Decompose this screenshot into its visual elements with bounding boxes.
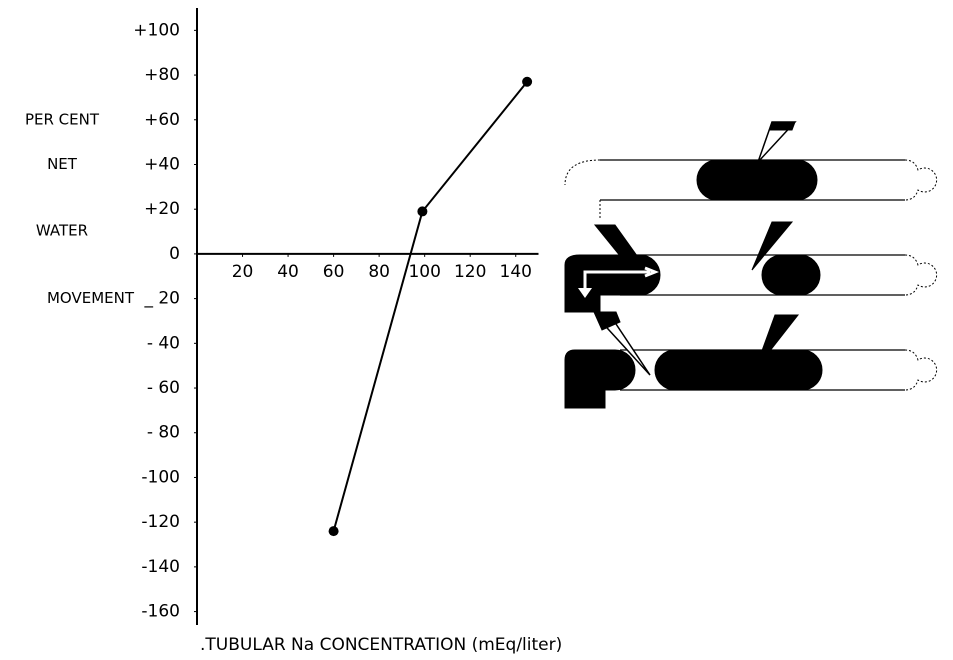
tube-droplet [655, 350, 822, 390]
chart: .TUBULAR Na CONCENTRATION (mEq/liter) +1… [0, 0, 953, 660]
tube-end [905, 160, 937, 200]
x-tick-label: 120 [454, 262, 486, 282]
x-tick-label: 100 [408, 262, 440, 282]
y-tick-label: - 60 [147, 378, 180, 398]
x-axis-label: .TUBULAR Na CONCENTRATION (mEq/liter) [200, 635, 562, 655]
x-tick-label: 140 [500, 262, 532, 282]
y-tick-label: - 40 [147, 333, 180, 353]
y-axis-label: PER CENT [25, 110, 100, 128]
y-tick-label: +40 [144, 154, 180, 174]
y-tick-label: +20 [144, 199, 180, 219]
y-tick-label: +80 [144, 65, 180, 85]
tube-droplet [565, 255, 660, 312]
tube-droplet [697, 160, 817, 200]
x-tick-label: 80 [368, 262, 390, 282]
tube-droplet [762, 255, 820, 295]
tube-dashed [565, 160, 600, 220]
x-tick-label: 60 [323, 262, 345, 282]
y-tick-label: -140 [141, 557, 180, 577]
y-tick-label: -160 [141, 602, 180, 622]
y-axis-label: MOVEMENT [47, 289, 135, 307]
data-point [329, 526, 339, 536]
data-point [417, 206, 427, 216]
y-tick-label: - 80 [147, 423, 180, 443]
y-axis-label: WATER [36, 222, 88, 240]
y-tick-label: -100 [141, 467, 180, 487]
data-line [334, 82, 528, 531]
tube-droplet [565, 350, 635, 408]
y-tick-label: +100 [133, 20, 180, 40]
y-tick-label: 0 [169, 244, 180, 264]
x-tick-label: 40 [277, 262, 299, 282]
pipette-tip [770, 122, 795, 130]
tubule-diagram [565, 122, 937, 408]
y-axis-label: NET [47, 155, 78, 173]
x-tick-label: 20 [232, 262, 254, 282]
data-point [522, 77, 532, 87]
y-tick-label: +60 [144, 110, 180, 130]
y-tick-label: _ 20 [143, 289, 180, 309]
tube-end [905, 255, 937, 295]
tube-end [905, 350, 937, 390]
y-tick-label: -120 [141, 512, 180, 532]
